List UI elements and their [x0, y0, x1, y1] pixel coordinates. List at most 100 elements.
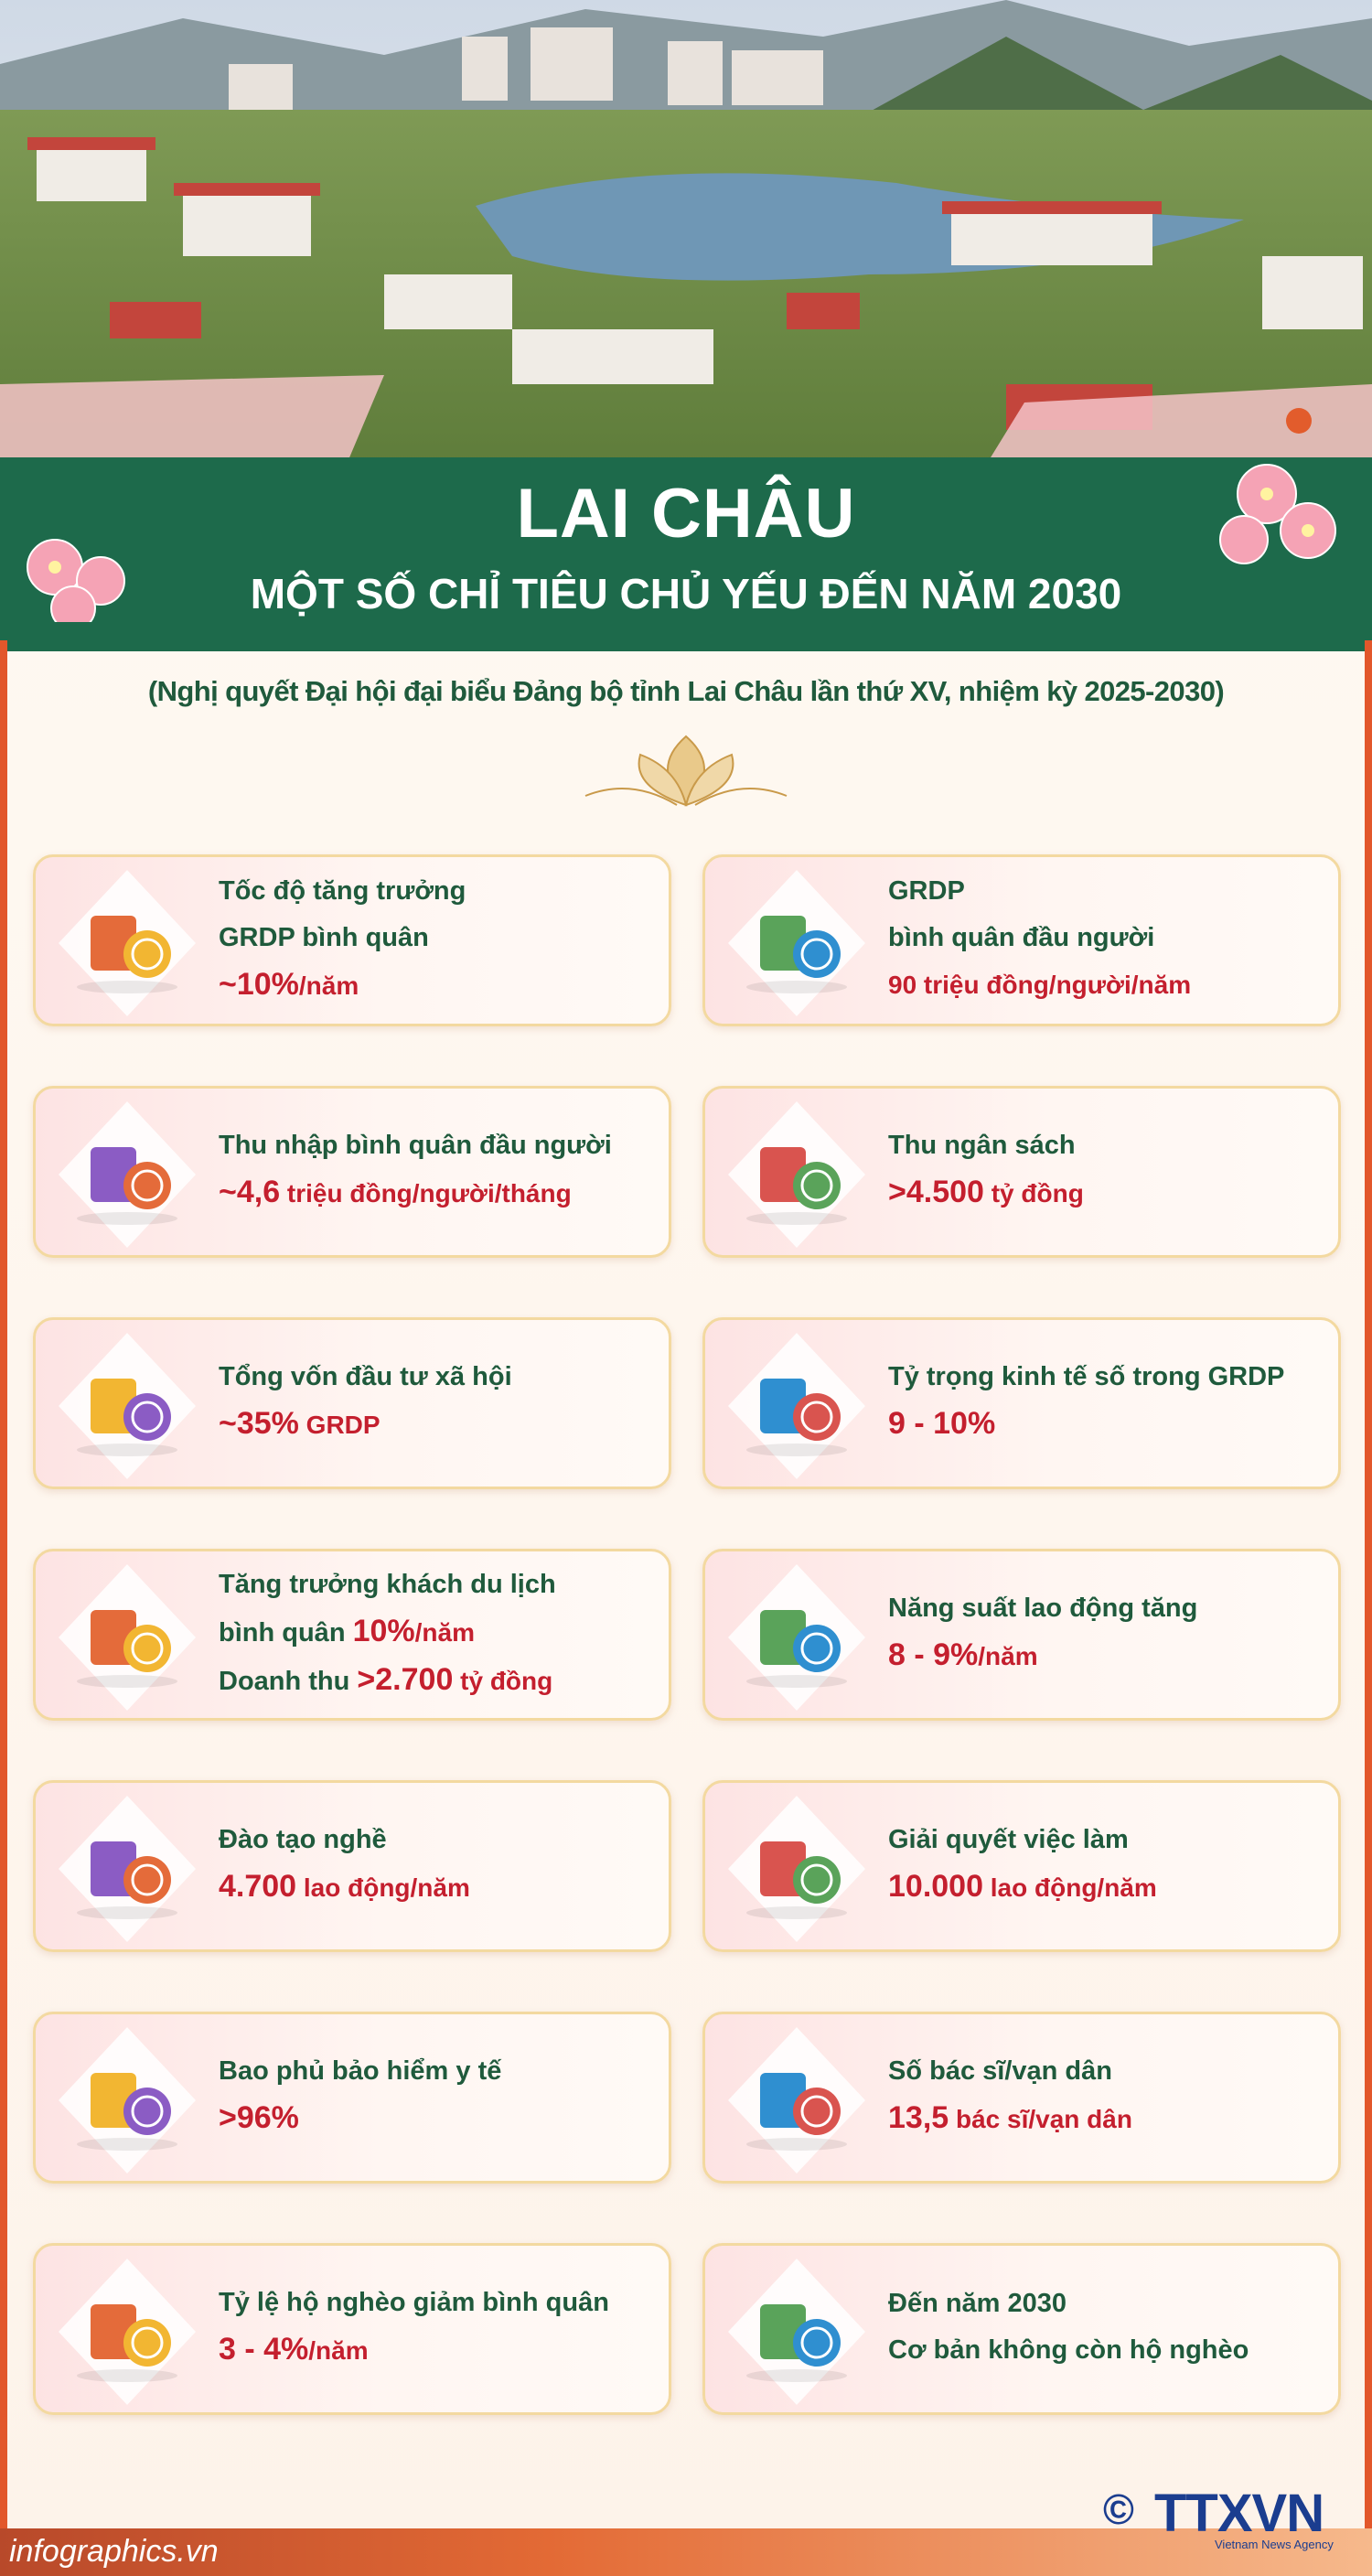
- card-line: Thu nhập bình quân đầu người: [219, 1124, 654, 1171]
- card-text: Giải quyết việc làm 10.000 lao động/năm: [888, 1783, 1324, 1949]
- card-line: 9 - 10%: [888, 1402, 1324, 1451]
- card-text-segment: bình quân: [219, 1617, 353, 1648]
- indicator-card: GRDP bình quân đầu người 90 triệu đồng/ngư…: [702, 854, 1341, 1026]
- card-text-segment: ~35%: [219, 1406, 299, 1441]
- side-border: [1365, 640, 1372, 2576]
- card-text: Tăng trưởng khách du lịch bình quân 10%/n…: [219, 1551, 654, 1718]
- card-line: Số bác sĩ/vạn dân: [888, 2050, 1324, 2097]
- card-line: 13,5 bác sĩ/vạn dân: [888, 2097, 1324, 2145]
- card-line: ~10%/năm: [219, 963, 654, 1012]
- card-text-segment: /năm: [978, 1642, 1038, 1670]
- card-line: 4.700 lao động/năm: [219, 1865, 654, 1914]
- card-text-segment: Số bác sĩ/vạn dân: [888, 2056, 1112, 2086]
- card-text-segment: Bao phủ bảo hiểm y tế: [219, 2056, 502, 2086]
- card-text-segment: Thu ngân sách: [888, 1131, 1076, 1160]
- card-text: Đào tạo nghề 4.700 lao động/năm: [219, 1783, 654, 1949]
- card-line: 3 - 4%/năm: [219, 2328, 654, 2377]
- card-line: GRDP: [888, 870, 1324, 917]
- site-name: infographics.vn: [9, 2534, 219, 2569]
- card-line: Bao phủ bảo hiểm y tế: [219, 2050, 654, 2097]
- card-text-segment: Tỷ trọng kinh tế số trong GRDP: [888, 1362, 1285, 1391]
- card-icon: [59, 1796, 196, 1942]
- lotus-ornament: [584, 735, 788, 807]
- card-text-segment: >96%: [219, 2100, 299, 2135]
- card-text-segment: Đào tạo nghề: [219, 1825, 387, 1854]
- card-line: >96%: [219, 2097, 654, 2145]
- indicator-card: Tăng trưởng khách du lịch bình quân 10%/n…: [33, 1549, 671, 1721]
- card-text-segment: 13,5: [888, 2100, 949, 2135]
- card-text: Năng suất lao động tăng 8 - 9%/năm: [888, 1551, 1324, 1718]
- indicator-card: Tỷ lệ hộ nghèo giảm bình quân 3 - 4%/năm: [33, 2243, 671, 2415]
- indicator-card: Năng suất lao động tăng 8 - 9%/năm: [702, 1549, 1341, 1721]
- card-text-segment: Cơ bản không còn hộ nghèo: [888, 2335, 1249, 2365]
- indicator-card: Thu nhập bình quân đầu người ~4,6 triệu đ…: [33, 1086, 671, 1258]
- card-icon: [59, 1333, 196, 1479]
- indicator-card: Đến năm 2030 Cơ bản không còn hộ nghèo: [702, 2243, 1341, 2415]
- card-text-segment: 10.000: [888, 1869, 983, 1904]
- card-text: Số bác sĩ/vạn dân 13,5 bác sĩ/vạn dân: [888, 2014, 1324, 2181]
- card-line: ~35% GRDP: [219, 1402, 654, 1451]
- card-line: GRDP bình quân: [219, 917, 654, 963]
- note: (Nghị quyết Đại hội đại biểu Đảng bộ tỉn…: [147, 675, 1225, 707]
- card-text-segment: >4.500: [888, 1175, 984, 1209]
- subtitle: MỘT SỐ CHỈ TIÊU CHỦ YẾU ĐẾN NĂM 2030: [250, 570, 1122, 617]
- card-line: 90 triệu đồng/người/năm: [888, 963, 1324, 1011]
- card-text: GRDP bình quân đầu người 90 triệu đồng/ngư…: [888, 857, 1324, 1024]
- card-line: Tổng vốn đầu tư xã hội: [219, 1356, 654, 1402]
- indicator-card: Đào tạo nghề 4.700 lao động/năm: [33, 1780, 671, 1952]
- card-text-segment: /năm: [298, 971, 359, 1000]
- card-text-segment: lao động/năm: [296, 1873, 470, 1902]
- card-text: Thu nhập bình quân đầu người ~4,6 triệu đ…: [219, 1089, 654, 1255]
- card-icon: [728, 870, 865, 1016]
- card-text-segment: Tăng trưởng khách du lịch: [219, 1569, 556, 1599]
- title: LAI CHÂU: [516, 475, 856, 553]
- card-text-segment: Tỷ lệ hộ nghèo giảm bình quân: [219, 2288, 609, 2317]
- card-icon: [728, 1101, 865, 1248]
- card-text-segment: 3 - 4%: [219, 2332, 309, 2367]
- card-line: Tỷ lệ hộ nghèo giảm bình quân: [219, 2281, 654, 2328]
- card-text-segment: GRDP: [298, 1411, 381, 1439]
- card-text-segment: bình quân đầu người: [888, 923, 1155, 952]
- card-line: Thu ngân sách: [888, 1124, 1324, 1171]
- card-text-segment: Tổng vốn đầu tư xã hội: [219, 1362, 512, 1391]
- card-line: Tỷ trọng kinh tế số trong GRDP: [888, 1356, 1324, 1402]
- card-text-segment: tỷ đồng: [453, 1666, 553, 1695]
- card-text-segment: 90 triệu đồng/người/năm: [888, 971, 1192, 999]
- logo: TTXVN: [1154, 2484, 1324, 2543]
- footer-bar: [0, 2528, 1372, 2576]
- indicator-card: Bao phủ bảo hiểm y tế >96%: [33, 2012, 671, 2184]
- card-text-segment: lao động/năm: [983, 1873, 1157, 1902]
- card-line: Cơ bản không còn hộ nghèo: [888, 2329, 1324, 2376]
- card-text-segment: 4.700: [219, 1869, 297, 1904]
- card-text-segment: /năm: [414, 1617, 476, 1647]
- card-line: Doanh thu >2.700 tỷ đồng: [219, 1658, 654, 1707]
- card-line: Năng suất lao động tăng: [888, 1587, 1324, 1634]
- flowers: [27, 408, 1336, 622]
- card-icon: [59, 2027, 196, 2174]
- card-line: bình quân 10%/năm: [219, 1610, 654, 1658]
- card-line: Tăng trưởng khách du lịch: [219, 1563, 654, 1610]
- indicator-card: Thu ngân sách >4.500 tỷ đồng: [702, 1086, 1341, 1258]
- card-text-segment: Đến năm 2030: [888, 2289, 1067, 2318]
- card-text-segment: >2.700: [357, 1661, 454, 1697]
- card-icon: [728, 2259, 865, 2405]
- card-icon: [59, 2259, 196, 2405]
- indicator-card: Tỷ trọng kinh tế số trong GRDP 9 - 10%: [702, 1317, 1341, 1489]
- indicator-card: Tổng vốn đầu tư xã hội ~35% GRDP: [33, 1317, 671, 1489]
- card-icon: [59, 1564, 196, 1711]
- card-text-segment: ~4,6: [219, 1175, 281, 1209]
- card-text-segment: Tốc độ tăng trưởng: [219, 875, 466, 906]
- card-icon: [728, 1564, 865, 1711]
- card-text-segment: GRDP: [888, 876, 965, 906]
- card-line: bình quân đầu người: [888, 917, 1324, 963]
- card-text: Thu ngân sách >4.500 tỷ đồng: [888, 1089, 1324, 1255]
- side-border: [0, 640, 7, 2576]
- card-text-segment: bác sĩ/vạn dân: [949, 2105, 1132, 2133]
- indicator-card: Tốc độ tăng trưởng GRDP bình quân ~10%/năm: [33, 854, 671, 1026]
- card-icon: [59, 870, 196, 1016]
- card-text: Bao phủ bảo hiểm y tế >96%: [219, 2014, 654, 2181]
- card-text-segment: tỷ đồng: [983, 1179, 1084, 1208]
- card-text-segment: /năm: [308, 2336, 369, 2365]
- copyright: ©: [1103, 2485, 1134, 2533]
